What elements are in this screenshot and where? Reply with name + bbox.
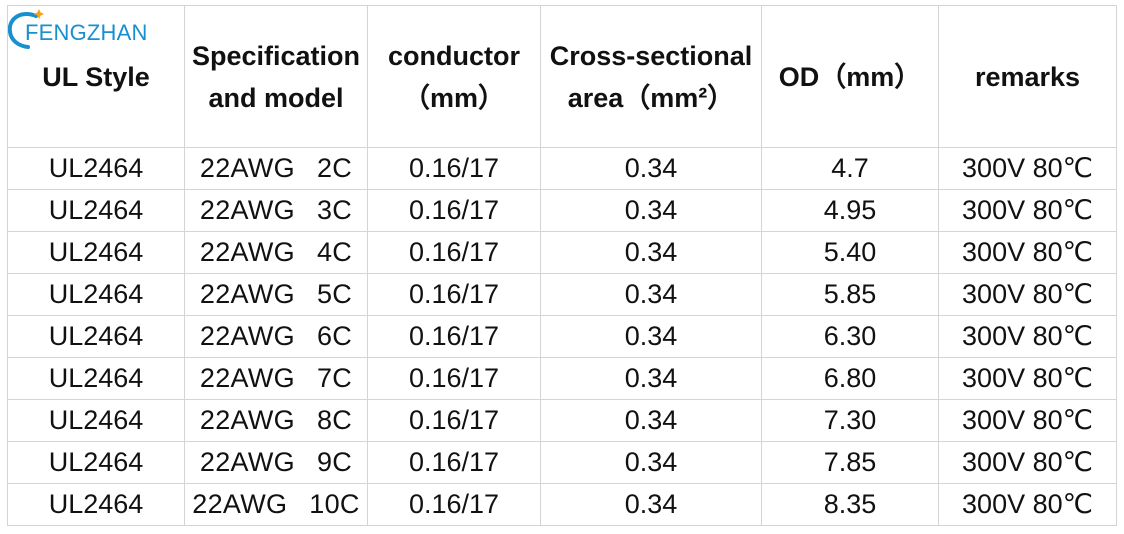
table-row: UL2464 22AWG 6C 0.16/17 0.34 6.30 300V 80℃ bbox=[7, 315, 1117, 358]
cell-od: 6.30 bbox=[761, 315, 939, 358]
header-ul-style-label: UL Style bbox=[42, 62, 150, 92]
spec-cores: 10C bbox=[309, 489, 360, 519]
spec-gauge: 22AWG bbox=[199, 153, 295, 183]
header-cross-section-line2: area（mm²） bbox=[567, 82, 735, 113]
cell-ul-style: UL2464 bbox=[7, 483, 185, 526]
header-conductor-line2: （mm） bbox=[402, 82, 505, 113]
spec-gauge: 22AWG bbox=[192, 489, 288, 519]
cell-cross-section: 0.34 bbox=[540, 231, 762, 274]
cell-remarks: 300V 80℃ bbox=[938, 189, 1117, 232]
spec-cores: 8C bbox=[316, 405, 353, 435]
cell-conductor: 0.16/17 bbox=[367, 231, 541, 274]
spec-table: UL Style Specification and model conduct… bbox=[7, 5, 1117, 526]
cell-ul-style: UL2464 bbox=[7, 231, 185, 274]
cell-specification: 22AWG 6C bbox=[184, 315, 368, 358]
spec-cores: 9C bbox=[316, 447, 353, 477]
cell-specification: 22AWG 8C bbox=[184, 399, 368, 442]
cell-ul-style: UL2464 bbox=[7, 189, 185, 232]
header-cross-section-line1: Cross-sectional bbox=[549, 40, 753, 71]
cell-od: 7.85 bbox=[761, 441, 939, 484]
spec-cores: 7C bbox=[316, 363, 353, 393]
spec-cores: 2C bbox=[316, 153, 353, 183]
header-od: OD（mm） bbox=[761, 5, 939, 148]
header-conductor: conductor （mm） bbox=[367, 5, 541, 148]
cell-conductor: 0.16/17 bbox=[367, 315, 541, 358]
cell-cross-section: 0.34 bbox=[540, 441, 762, 484]
cell-specification: 22AWG 7C bbox=[184, 357, 368, 400]
header-remarks: remarks bbox=[938, 5, 1117, 148]
header-specification-line1: Specification bbox=[191, 40, 361, 71]
cell-ul-style: UL2464 bbox=[7, 315, 185, 358]
cell-remarks: 300V 80℃ bbox=[938, 147, 1117, 190]
cell-conductor: 0.16/17 bbox=[367, 357, 541, 400]
cell-ul-style: UL2464 bbox=[7, 147, 185, 190]
header-specification-line2: and model bbox=[208, 82, 344, 113]
spec-gauge: 22AWG bbox=[199, 447, 295, 477]
spec-gauge: 22AWG bbox=[199, 279, 295, 309]
cell-specification: 22AWG 10C bbox=[184, 483, 368, 526]
cell-remarks: 300V 80℃ bbox=[938, 273, 1117, 316]
cell-cross-section: 0.34 bbox=[540, 399, 762, 442]
spec-gauge: 22AWG bbox=[199, 363, 295, 393]
spec-gauge: 22AWG bbox=[199, 237, 295, 267]
cell-ul-style: UL2464 bbox=[7, 441, 185, 484]
cell-ul-style: UL2464 bbox=[7, 357, 185, 400]
table-row: UL2464 22AWG 2C 0.16/17 0.34 4.7 300V 80℃ bbox=[7, 147, 1117, 190]
cell-specification: 22AWG 4C bbox=[184, 231, 368, 274]
cell-conductor: 0.16/17 bbox=[367, 399, 541, 442]
spec-gauge: 22AWG bbox=[199, 405, 295, 435]
cell-od: 4.95 bbox=[761, 189, 939, 232]
cell-conductor: 0.16/17 bbox=[367, 273, 541, 316]
table-row: UL2464 22AWG 4C 0.16/17 0.34 5.40 300V 80℃ bbox=[7, 231, 1117, 274]
table-row: UL2464 22AWG 10C 0.16/17 0.34 8.35 300V 80℃ bbox=[7, 483, 1117, 526]
table-row: UL2464 22AWG 9C 0.16/17 0.34 7.85 300V 80℃ bbox=[7, 441, 1117, 484]
table-row: UL2464 22AWG 8C 0.16/17 0.34 7.30 300V 80℃ bbox=[7, 399, 1117, 442]
header-row: UL Style Specification and model conduct… bbox=[7, 5, 1117, 148]
cell-od: 6.80 bbox=[761, 357, 939, 400]
cell-od: 8.35 bbox=[761, 483, 939, 526]
spec-gauge: 22AWG bbox=[199, 195, 295, 225]
cell-conductor: 0.16/17 bbox=[367, 147, 541, 190]
cell-cross-section: 0.34 bbox=[540, 357, 762, 400]
cell-od: 5.85 bbox=[761, 273, 939, 316]
cell-od: 4.7 bbox=[761, 147, 939, 190]
header-remarks-label: remarks bbox=[974, 61, 1081, 92]
header-od-label: OD（mm） bbox=[778, 61, 922, 92]
cell-remarks: 300V 80℃ bbox=[938, 483, 1117, 526]
header-ul-style: UL Style bbox=[7, 5, 185, 148]
cell-conductor: 0.16/17 bbox=[367, 483, 541, 526]
cell-od: 7.30 bbox=[761, 399, 939, 442]
header-cross-section: Cross-sectional area（mm²） bbox=[540, 5, 762, 148]
cell-specification: 22AWG 3C bbox=[184, 189, 368, 232]
spec-cores: 3C bbox=[316, 195, 353, 225]
cell-cross-section: 0.34 bbox=[540, 273, 762, 316]
cell-remarks: 300V 80℃ bbox=[938, 231, 1117, 274]
spec-gauge: 22AWG bbox=[199, 321, 295, 351]
header-conductor-line1: conductor bbox=[388, 40, 520, 71]
cell-remarks: 300V 80℃ bbox=[938, 315, 1117, 358]
cell-cross-section: 0.34 bbox=[540, 147, 762, 190]
cell-remarks: 300V 80℃ bbox=[938, 357, 1117, 400]
spec-cores: 5C bbox=[316, 279, 353, 309]
table-row: UL2464 22AWG 5C 0.16/17 0.34 5.85 300V 80℃ bbox=[7, 273, 1117, 316]
cell-conductor: 0.16/17 bbox=[367, 441, 541, 484]
header-specification: Specification and model bbox=[184, 5, 368, 148]
cell-cross-section: 0.34 bbox=[540, 315, 762, 358]
cell-ul-style: UL2464 bbox=[7, 399, 185, 442]
table-row: UL2464 22AWG 3C 0.16/17 0.34 4.95 300V 80℃ bbox=[7, 189, 1117, 232]
spec-cores: 4C bbox=[316, 237, 353, 267]
cell-od: 5.40 bbox=[761, 231, 939, 274]
cell-specification: 22AWG 9C bbox=[184, 441, 368, 484]
table-row: UL2464 22AWG 7C 0.16/17 0.34 6.80 300V 80℃ bbox=[7, 357, 1117, 400]
cell-remarks: 300V 80℃ bbox=[938, 441, 1117, 484]
cell-specification: 22AWG 2C bbox=[184, 147, 368, 190]
cell-cross-section: 0.34 bbox=[540, 483, 762, 526]
cell-specification: 22AWG 5C bbox=[184, 273, 368, 316]
cell-conductor: 0.16/17 bbox=[367, 189, 541, 232]
spec-cores: 6C bbox=[316, 321, 353, 351]
cell-cross-section: 0.34 bbox=[540, 189, 762, 232]
cell-remarks: 300V 80℃ bbox=[938, 399, 1117, 442]
cell-ul-style: UL2464 bbox=[7, 273, 185, 316]
